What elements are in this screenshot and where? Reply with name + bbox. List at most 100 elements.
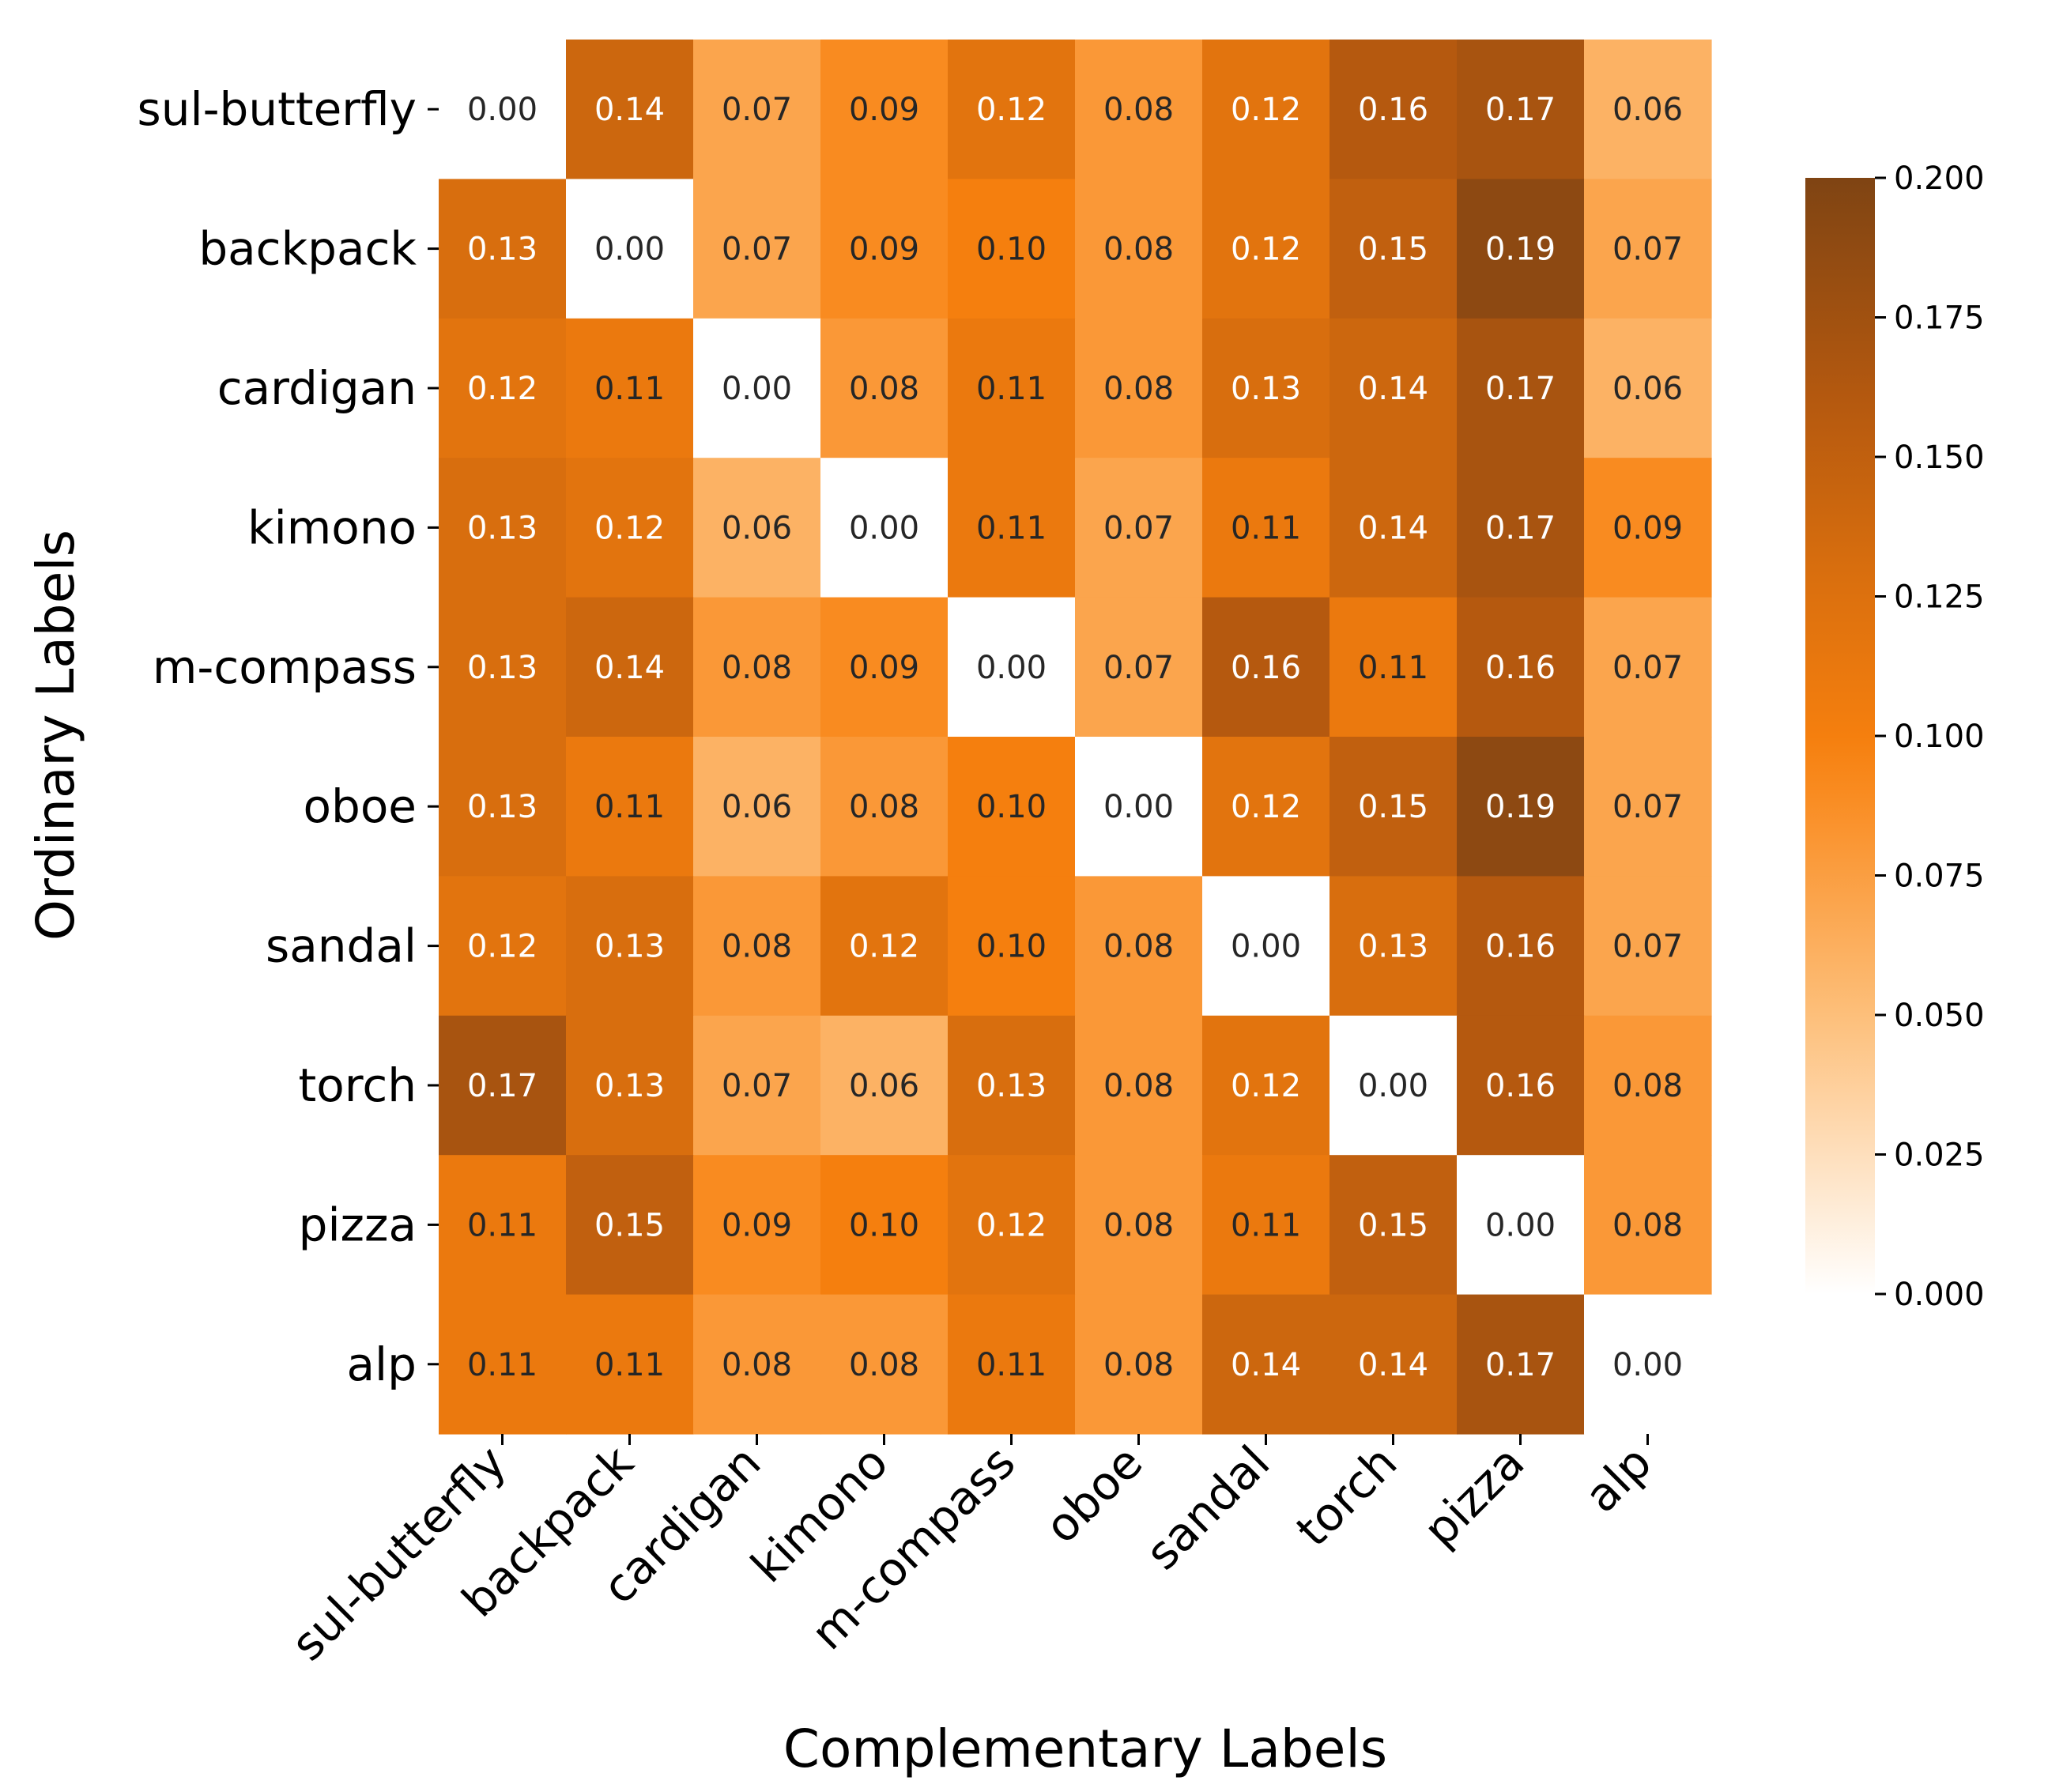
heatmap-cell-6-7	[1330, 876, 1458, 1017]
heatmap-cell-4-5	[1075, 597, 1203, 738]
cell-value-label: 0.00	[1231, 929, 1301, 965]
cell-value-label: 0.17	[467, 1068, 537, 1104]
cell-value-label: 0.12	[1231, 1068, 1301, 1104]
x-axis-title: Complementary Labels	[783, 1718, 1387, 1779]
heatmap-cell-5-5	[1075, 737, 1203, 877]
heatmap-cell-4-0	[439, 597, 567, 738]
cell-value-label: 0.12	[1231, 92, 1301, 128]
cell-value-label: 0.11	[467, 1207, 537, 1243]
x-tick-label: alp	[1575, 1435, 1662, 1523]
heatmap-cell-1-8	[1457, 179, 1585, 319]
colorbar-tick-label: 0.150	[1894, 440, 1985, 476]
heatmap-cell-2-4	[948, 318, 1076, 458]
cell-value-label: 0.15	[594, 1207, 665, 1243]
y-tick-label: backpack	[198, 222, 417, 276]
heatmap-cell-9-6	[1202, 1294, 1330, 1435]
heatmap-cell-6-3	[820, 876, 949, 1017]
cell-value-label: 0.10	[976, 789, 1047, 825]
cell-value-label: 0.11	[976, 510, 1047, 546]
cell-value-label: 0.08	[1103, 929, 1174, 965]
cell-value-label: 0.11	[976, 1347, 1047, 1383]
heatmap-cell-6-6	[1202, 876, 1330, 1017]
heatmap-cell-2-2	[693, 318, 821, 458]
cell-value-label: 0.06	[1612, 92, 1683, 128]
cell-value-label: 0.14	[1358, 1347, 1428, 1383]
heatmap-cell-6-2	[693, 876, 821, 1017]
cell-value-label: 0.12	[976, 92, 1047, 128]
heatmap-cell-6-5	[1075, 876, 1203, 1017]
cell-value-label: 0.00	[467, 92, 537, 128]
y-tick-label: torch	[299, 1058, 417, 1112]
y-tick-label: m-compass	[153, 640, 417, 694]
cell-value-label: 0.00	[722, 371, 792, 407]
cell-value-label: 0.11	[976, 371, 1047, 407]
heatmap-cell-8-8	[1457, 1155, 1585, 1296]
cell-value-label: 0.19	[1485, 789, 1556, 825]
cell-value-label: 0.08	[1612, 1068, 1683, 1104]
x-tick-labels: sul-butterflybackpackcardigankimonom-com…	[281, 1434, 1661, 1671]
heatmap-cell-0-1	[566, 40, 694, 179]
heatmap-cell-3-6	[1202, 458, 1330, 598]
heatmap-cell-1-4	[948, 179, 1076, 319]
colorbar	[1805, 178, 1875, 1294]
heatmap-cell-2-5	[1075, 318, 1203, 458]
heatmap-cell-7-8	[1457, 1015, 1585, 1156]
cell-value-label: 0.08	[849, 371, 919, 407]
colorbar-tick-label: 0.175	[1894, 300, 1985, 337]
heatmap-cell-1-6	[1202, 179, 1330, 319]
heatmap-cell-3-1	[566, 458, 694, 598]
cell-value-label: 0.13	[467, 789, 537, 825]
cell-value-label: 0.08	[722, 929, 792, 965]
heatmap-cell-5-3	[820, 737, 949, 877]
cell-value-label: 0.00	[1612, 1347, 1683, 1383]
heatmap-cell-0-9	[1584, 40, 1712, 179]
cell-value-label: 0.07	[1612, 929, 1683, 965]
cell-value-label: 0.10	[976, 929, 1047, 965]
cell-value-label: 0.11	[594, 371, 665, 407]
heatmap-cell-3-4	[948, 458, 1076, 598]
cell-value-label: 0.06	[849, 1068, 919, 1104]
heatmap-cell-2-6	[1202, 318, 1330, 458]
heatmap-cell-0-7	[1330, 40, 1458, 179]
heatmap-cell-0-5	[1075, 40, 1203, 179]
heatmap-cell-3-7	[1330, 458, 1458, 598]
heatmap-cell-2-8	[1457, 318, 1585, 458]
heatmap-cell-8-1	[566, 1155, 694, 1296]
heatmap-cell-7-3	[820, 1015, 949, 1156]
heatmap-cell-2-0	[439, 318, 567, 458]
cell-value-label: 0.12	[1231, 789, 1301, 825]
heatmap-cell-9-9	[1584, 1294, 1712, 1435]
heatmap-cell-8-7	[1330, 1155, 1458, 1296]
heatmap-cell-1-3	[820, 179, 949, 319]
cell-value-label: 0.17	[1485, 92, 1556, 128]
cell-value-label: 0.16	[1485, 929, 1556, 965]
heatmap-cell-6-9	[1584, 876, 1712, 1017]
heatmap-cell-7-0	[439, 1015, 567, 1156]
heatmap-cell-8-2	[693, 1155, 821, 1296]
heatmap-cell-7-7	[1330, 1015, 1458, 1156]
heatmap-cell-2-9	[1584, 318, 1712, 458]
heatmap-cell-7-1	[566, 1015, 694, 1156]
cell-value-label: 0.08	[849, 1347, 919, 1383]
cell-value-label: 0.13	[467, 232, 537, 268]
heatmap-cell-4-7	[1330, 597, 1458, 738]
cell-value-label: 0.00	[849, 510, 919, 546]
x-tick-label: sul-butterfly	[281, 1435, 516, 1671]
heatmap-cell-7-5	[1075, 1015, 1203, 1156]
heatmap-cell-6-0	[439, 876, 567, 1017]
cell-value-label: 0.00	[1358, 1068, 1428, 1104]
heatmap-cell-4-8	[1457, 597, 1585, 738]
heatmap-cell-2-1	[566, 318, 694, 458]
cell-value-label: 0.00	[594, 232, 665, 268]
cell-value-label: 0.10	[976, 232, 1047, 268]
heatmap-cell-4-4	[948, 597, 1076, 738]
heatmap-cell-0-4	[948, 40, 1076, 179]
cell-value-label: 0.00	[1103, 789, 1174, 825]
heatmap-cell-5-1	[566, 737, 694, 877]
heatmap-cell-6-4	[948, 876, 1076, 1017]
heatmap-cells: 0.00 0.14 0.07 0.09 0.12 0.08 0.12 0.16 0.17 0.06…	[439, 40, 1712, 1435]
x-tick-label: pizza	[1413, 1435, 1535, 1557]
cell-value-label: 0.14	[1231, 1347, 1301, 1383]
colorbar-tick-label: 0.050	[1894, 998, 1985, 1034]
